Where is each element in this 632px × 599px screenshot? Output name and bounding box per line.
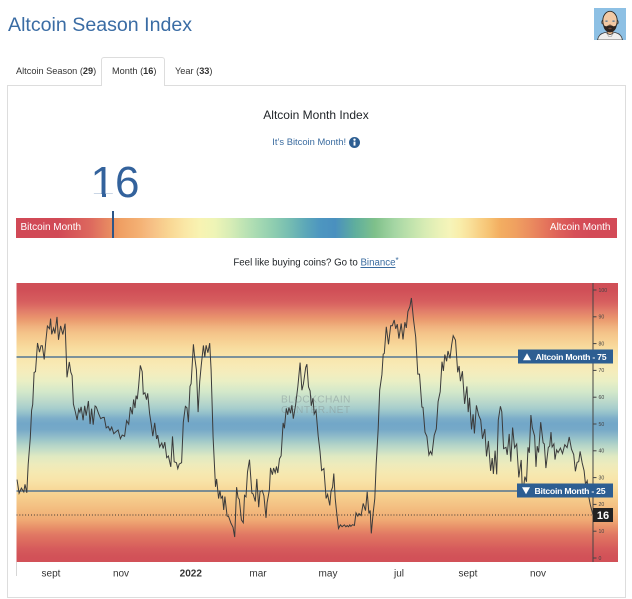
svg-text:sept: sept — [42, 569, 61, 580]
svg-text:2022: 2022 — [180, 569, 203, 580]
svg-text:10: 10 — [599, 529, 605, 535]
svg-text:100: 100 — [599, 288, 608, 294]
svg-text:30: 30 — [599, 475, 605, 481]
svg-text:jul: jul — [393, 569, 404, 580]
svg-text:70: 70 — [599, 368, 605, 374]
svg-text:60: 60 — [599, 395, 605, 401]
svg-text:20: 20 — [599, 502, 605, 508]
svg-text:50: 50 — [599, 422, 605, 428]
svg-text:0: 0 — [599, 556, 602, 562]
svg-text:Bitcoin Month - 25: Bitcoin Month - 25 — [535, 486, 606, 496]
svg-text:90: 90 — [599, 315, 605, 321]
svg-text:80: 80 — [599, 341, 605, 347]
svg-text:sept: sept — [459, 569, 478, 580]
svg-text:nov: nov — [113, 569, 129, 580]
svg-text:BLOCKCHAIN: BLOCKCHAIN — [281, 395, 351, 406]
svg-text:40: 40 — [599, 449, 605, 455]
svg-text:may: may — [319, 569, 338, 580]
svg-text:mar: mar — [249, 569, 267, 580]
svg-text:nov: nov — [530, 569, 546, 580]
svg-text:Altcoin Month - 75: Altcoin Month - 75 — [536, 352, 607, 362]
svg-text:16: 16 — [597, 510, 609, 522]
